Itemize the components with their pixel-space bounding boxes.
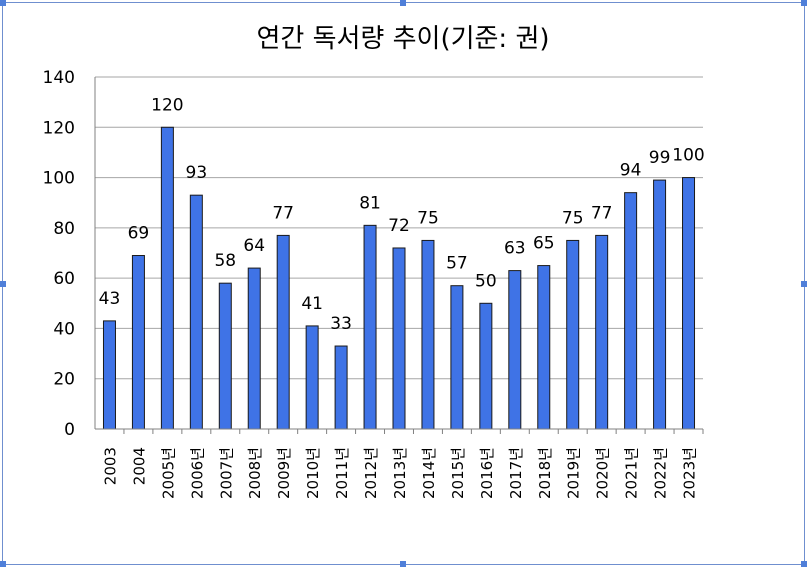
x-tick-label: 2021년 <box>623 447 641 499</box>
data-labels: 43 69 120 93 58 64 77 41 33 81 72 75 57 50 63 65 75 77 94 9… <box>99 95 705 334</box>
x-tick-label: 2022년 <box>652 447 670 499</box>
x-tick-label: 2004 <box>130 447 148 485</box>
bar <box>624 192 638 430</box>
resize-handle-top-left[interactable] <box>0 0 6 6</box>
x-tick-label: 2010년 <box>304 447 322 499</box>
resize-handle-bottom-left[interactable] <box>0 561 6 567</box>
resize-handle-top-center[interactable] <box>400 0 406 6</box>
x-tick-label: 2006년 <box>188 447 206 499</box>
data-label: 81 <box>359 193 381 213</box>
data-label: 72 <box>388 216 410 236</box>
data-label: 50 <box>475 271 497 291</box>
x-tick-label: 2007년 <box>217 447 235 499</box>
data-label: 65 <box>533 234 555 254</box>
y-tick-label: 140 <box>43 68 75 88</box>
y-axis: 0 20 40 60 80 100 120 140 <box>43 68 96 440</box>
bar <box>189 194 203 430</box>
bar <box>421 239 435 430</box>
y-tick-label: 120 <box>43 118 75 138</box>
data-label: 41 <box>301 294 323 314</box>
bar <box>363 224 377 430</box>
bar <box>102 320 116 430</box>
bar <box>682 177 696 430</box>
x-tick-label: 2023년 <box>681 447 699 499</box>
data-label: 77 <box>591 203 613 223</box>
resize-handle-top-right[interactable] <box>801 0 807 6</box>
bar <box>595 234 609 430</box>
bar <box>392 247 406 430</box>
data-label: 75 <box>417 208 439 228</box>
y-tick-label: 0 <box>64 420 75 440</box>
data-label: 94 <box>620 161 642 181</box>
x-tick-label: 2018년 <box>536 447 554 499</box>
data-label: 63 <box>504 239 526 259</box>
data-label: 77 <box>272 203 294 223</box>
y-tick-label: 100 <box>43 169 75 189</box>
bar <box>479 302 493 430</box>
data-label: 58 <box>214 251 236 271</box>
y-tick-label: 60 <box>53 269 75 289</box>
x-tick-label: 2011년 <box>333 447 351 499</box>
data-label: 33 <box>330 314 352 334</box>
data-label: 99 <box>649 148 671 168</box>
data-label: 69 <box>128 224 150 244</box>
bar <box>276 234 290 430</box>
bar <box>218 282 232 430</box>
x-tick-label: 2015년 <box>449 447 467 499</box>
resize-handle-middle-left[interactable] <box>0 281 6 287</box>
data-label: 64 <box>243 236 265 256</box>
bars <box>102 126 696 430</box>
bar <box>131 255 145 430</box>
data-label: 120 <box>151 95 183 115</box>
resize-handle-bottom-right[interactable] <box>801 561 807 567</box>
y-tick-label: 20 <box>53 370 75 390</box>
x-tick-label: 2003 <box>101 447 119 485</box>
resize-handle-bottom-center[interactable] <box>400 561 406 567</box>
bar <box>508 270 522 430</box>
bar <box>247 267 261 430</box>
x-tick-label: 2014년 <box>420 447 438 499</box>
bar <box>160 126 174 430</box>
bar <box>305 325 319 430</box>
bar <box>450 285 464 430</box>
x-tick-label: 2005년 <box>159 447 177 499</box>
data-label: 57 <box>446 254 468 274</box>
data-label: 93 <box>186 163 208 183</box>
x-tick-label: 2009년 <box>275 447 293 499</box>
data-label: 75 <box>562 208 584 228</box>
bar <box>334 345 348 430</box>
resize-handle-middle-right[interactable] <box>801 281 807 287</box>
chart-title: 연간 독서량 추이(기준: 권) <box>256 24 549 54</box>
x-axis: 2003 2004 2005년 2006년 2007년 2008년 2009년 2010년 20… <box>95 428 704 499</box>
data-label: 100 <box>672 146 704 166</box>
x-tick-label: 2013년 <box>391 447 409 499</box>
bar <box>537 265 551 430</box>
x-tick-label: 2019년 <box>565 447 583 499</box>
x-tick-label: 2017년 <box>507 447 525 499</box>
x-tick-label: 2016년 <box>478 447 496 499</box>
x-tick-label: 2012년 <box>362 447 380 499</box>
y-tick-label: 80 <box>53 219 75 239</box>
x-tick-label: 2020년 <box>594 447 612 499</box>
bar <box>566 239 580 430</box>
bar <box>653 179 667 430</box>
data-label: 43 <box>99 289 121 309</box>
y-tick-label: 40 <box>53 319 75 339</box>
x-tick-label: 2008년 <box>246 447 264 499</box>
